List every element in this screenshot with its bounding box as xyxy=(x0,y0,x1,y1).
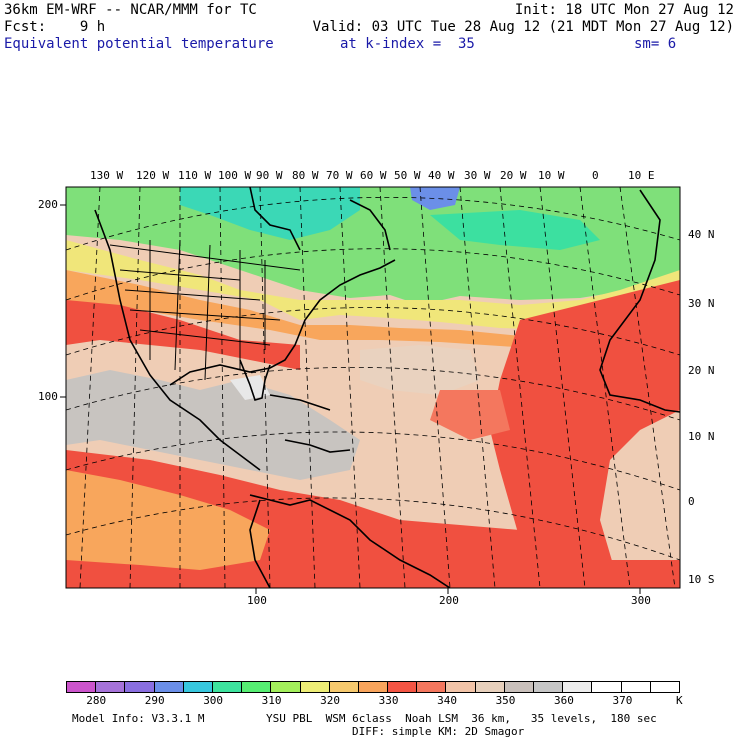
lon-label: 80 W xyxy=(292,169,319,182)
lon-label: 90 W xyxy=(256,169,283,182)
lon-label: 10 W xyxy=(538,169,565,182)
colorbar-swatch xyxy=(592,682,622,692)
colorbar-tick-label: 310 xyxy=(261,694,282,707)
political-borders xyxy=(109,239,301,381)
colorbar-swatch xyxy=(417,682,447,692)
colorbar-swatch xyxy=(329,682,359,692)
grid-x-label: 100 xyxy=(247,594,267,607)
model-title: 36km EM-WRF -- NCAR/MMM for TC xyxy=(4,2,257,18)
physics-info: YSU PBL WSM 6class Noah LSM 36 km, 35 le… xyxy=(266,712,657,725)
colorbar-swatch xyxy=(242,682,272,692)
map-field xyxy=(66,187,680,588)
lon-label: 100 W xyxy=(218,169,252,182)
colorbar-tick-label: 370 xyxy=(612,694,633,707)
colorbar-tick-label: 340 xyxy=(437,694,457,707)
lon-label: 70 W xyxy=(326,169,353,182)
lon-label: 60 W xyxy=(360,169,387,182)
colorbar-swatch xyxy=(154,682,184,692)
coastlines xyxy=(94,187,680,588)
colorbar-unit: K xyxy=(676,694,683,707)
colorbar-swatch xyxy=(300,682,330,692)
diffusion-info: DIFF: simple KM: 2D Smagor xyxy=(352,725,525,738)
lat-label: 10 N xyxy=(688,430,715,443)
colorbar-swatch xyxy=(504,682,534,692)
level-index: at k-index = 35 xyxy=(340,36,475,52)
map-frame xyxy=(65,186,681,589)
lon-label: 20 W xyxy=(500,169,527,182)
valid-time: Valid: 03 UTC Tue 28 Aug 12 (21 MDT Mon … xyxy=(312,19,734,35)
lat-label: 0 xyxy=(688,495,695,508)
grid-x-label: 200 xyxy=(439,594,459,607)
colorbar-swatch xyxy=(534,682,564,692)
colorbar-tick-label: 320 xyxy=(320,694,341,707)
lon-label: 120 W xyxy=(136,169,170,182)
grid-x-label: 300 xyxy=(631,594,651,607)
colorbar-swatch xyxy=(650,682,679,692)
graticule xyxy=(66,187,680,588)
lon-label: 40 W xyxy=(428,169,455,182)
smoothing-label: sm= 6 xyxy=(634,36,677,52)
colorbar-swatch xyxy=(125,682,155,692)
lon-label: 110 W xyxy=(178,169,212,182)
colorbar-swatch xyxy=(446,682,476,692)
colorbar-swatch xyxy=(271,682,301,692)
colorbar-tick-label: 360 xyxy=(554,694,574,707)
colorbar-tick-label: 290 xyxy=(144,694,165,707)
colorbar-swatch xyxy=(475,682,505,692)
grid-ticks xyxy=(60,204,641,594)
colorbar-swatch xyxy=(621,682,651,692)
field-name: Equivalent potential temperature xyxy=(4,36,274,52)
lat-label: 30 N xyxy=(688,297,715,310)
colorbar-tick-label: 350 xyxy=(495,694,516,707)
colorbar-tick-label: 330 xyxy=(378,694,399,707)
colorbar-swatch xyxy=(183,682,213,692)
lon-label: 50 W xyxy=(394,169,421,182)
lon-label: 10 E xyxy=(628,169,655,182)
colorbar-swatch xyxy=(563,682,593,692)
lat-label: 20 N xyxy=(688,364,715,377)
init-time: Init: 18 UTC Mon 27 Aug 12 xyxy=(514,2,734,18)
colorbar-swatch xyxy=(388,682,418,692)
lon-label: 0 xyxy=(592,169,599,182)
colorbar-tick-label: 300 xyxy=(203,694,224,707)
lon-label: 130 W xyxy=(90,169,124,182)
lat-label: 40 N xyxy=(688,228,715,241)
colorbar-tick-label: 280 xyxy=(86,694,107,707)
grid-y-label: 100 xyxy=(38,390,58,403)
colorbar-swatch xyxy=(96,682,126,692)
colorbar-swatch xyxy=(67,682,97,692)
colorbar-swatch xyxy=(212,682,243,692)
lon-label: 30 W xyxy=(464,169,491,182)
grid-y-label: 200 xyxy=(38,198,58,211)
forecast-hour: Fcst: 9 h xyxy=(4,19,106,35)
colorbar xyxy=(66,681,680,693)
colorbar-swatch xyxy=(358,682,389,692)
model-info: Model Info: V3.3.1 M xyxy=(72,712,205,725)
lat-label: 10 S xyxy=(688,573,715,586)
